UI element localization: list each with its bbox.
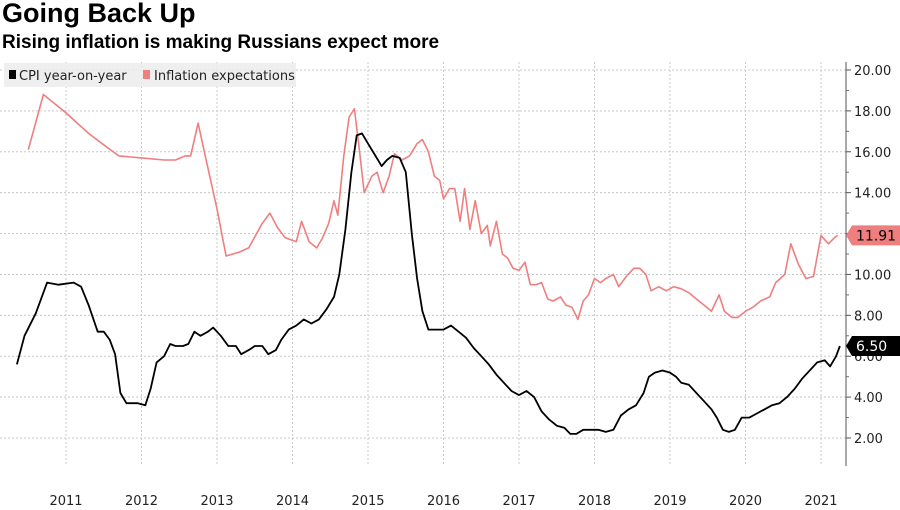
y-tick-label: 10.00 <box>854 268 891 283</box>
y-tick-label: 16.00 <box>854 146 891 161</box>
cpi-line <box>16 132 841 435</box>
y-tick-label: 20.00 <box>854 64 891 79</box>
cpi-last-value-badge: 6.50 <box>846 336 900 356</box>
x-tick-label: 2016 <box>427 494 460 509</box>
y-tick-label: 2.00 <box>854 432 883 447</box>
y-tick-label: 8.00 <box>854 309 883 324</box>
x-tick-label: 2015 <box>351 494 384 509</box>
chart-subtitle: Rising inflation is making Russians expe… <box>2 32 440 53</box>
legend-swatch-expectations <box>143 70 150 79</box>
last-value-badges: 6.50 11.91 <box>846 225 900 356</box>
x-tick-label: 2014 <box>276 494 309 509</box>
y-tick-label: 14.00 <box>854 187 891 202</box>
x-tick-label: 2018 <box>578 494 611 509</box>
legend-label-expectations: Inflation expectations <box>154 69 295 84</box>
y-tick-label: 4.00 <box>854 391 883 406</box>
x-tick-label: 2017 <box>502 494 535 509</box>
legend: CPI year-on-year Inflation expectations <box>4 63 296 87</box>
legend-swatch-cpi <box>9 70 16 79</box>
x-tick-label: 2019 <box>653 494 686 509</box>
x-tick-label: 2021 <box>804 494 837 509</box>
expectations-line <box>27 93 839 321</box>
expectations-last-value-badge: 11.91 <box>846 225 900 246</box>
axis-layer: 2.004.006.008.0010.0012.0014.0016.0018.0… <box>49 62 891 509</box>
series-layer <box>16 93 841 435</box>
cpi-last-value-badge-shape <box>846 336 900 356</box>
legend-label-cpi: CPI year-on-year <box>19 69 127 84</box>
x-tick-label: 2011 <box>49 494 82 509</box>
grid-layer <box>0 62 846 466</box>
expectations-last-value-badge-label: 11.91 <box>856 228 896 244</box>
x-tick-label: 2020 <box>729 494 762 509</box>
y-tick-label: 18.00 <box>854 105 891 120</box>
expectations-last-value-badge-shape <box>846 225 900 246</box>
x-tick-label: 2013 <box>200 494 233 509</box>
cpi-last-value-badge-label: 6.50 <box>856 339 887 355</box>
chart-title: Going Back Up <box>2 0 196 28</box>
x-tick-label: 2012 <box>125 494 158 509</box>
